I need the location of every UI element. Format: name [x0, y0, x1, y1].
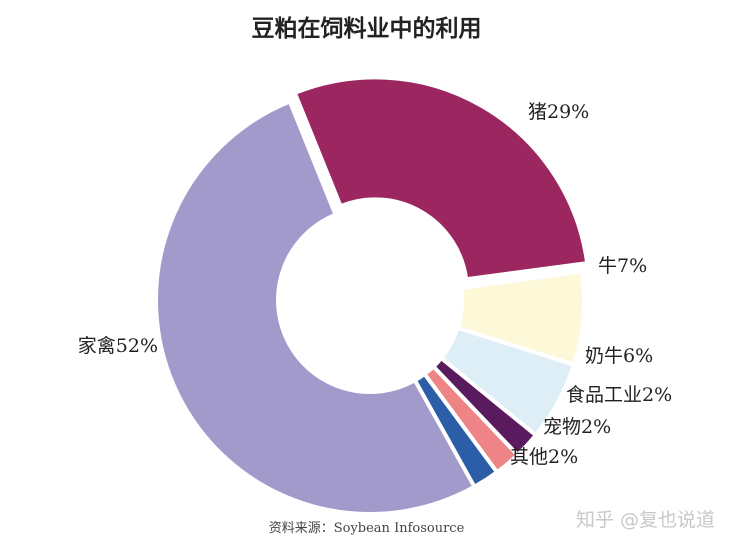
slice-0: [292, 75, 590, 282]
slice-label-1: 牛7%: [598, 255, 647, 277]
slice-6: [153, 98, 478, 517]
slice-label-5: 其他2%: [510, 446, 578, 468]
slice-label-0: 猪29%: [528, 101, 589, 123]
watermark: 知乎 @复也说道: [575, 509, 715, 531]
slice-label-2: 奶牛6%: [585, 345, 653, 367]
slice-label-6: 家禽52%: [78, 335, 158, 357]
chart-title: 豆粕在饲料业中的利用: [251, 16, 482, 42]
slice-label-4: 宠物2%: [543, 416, 611, 438]
source-note: 资料来源：Soybean Infosource: [268, 521, 465, 536]
slice-label-3: 食品工业2%: [566, 384, 672, 406]
